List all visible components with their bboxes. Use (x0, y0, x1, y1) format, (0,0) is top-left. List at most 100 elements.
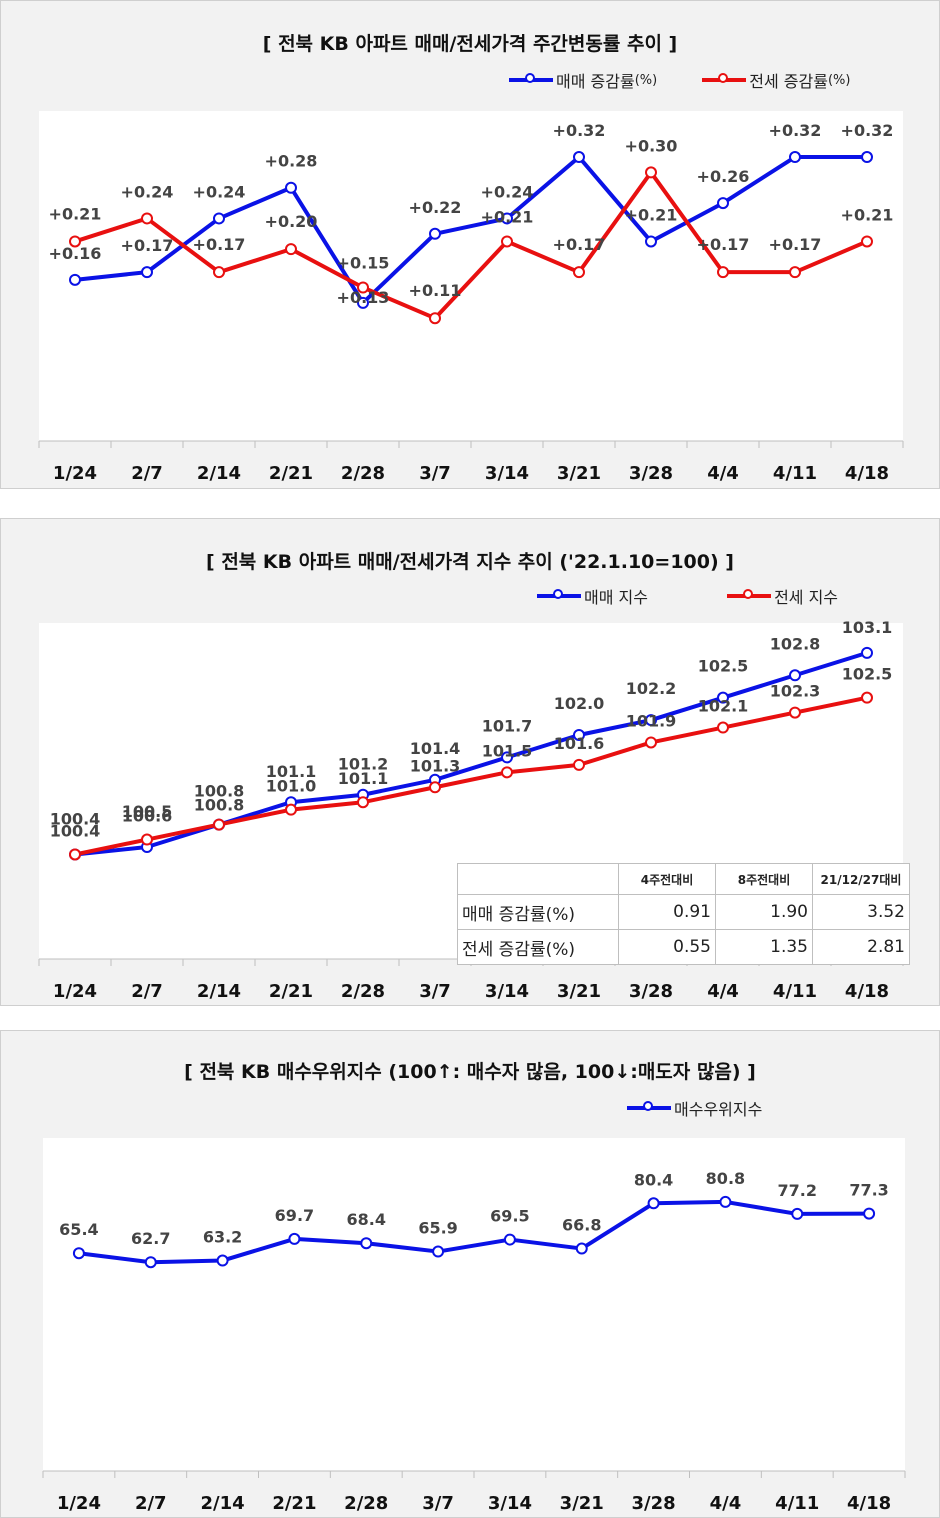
x-tick-label: 3/14 (485, 981, 529, 1002)
data-label: +0.15 (337, 254, 390, 273)
summary-cell: 3.52 (812, 894, 910, 930)
data-label: 102.5 (698, 657, 749, 676)
summary-header-8weeks: 8주전대비 (715, 863, 813, 895)
data-point (719, 1195, 732, 1208)
data-label: 102.2 (626, 679, 677, 698)
chart2-title: [ 전북 KB 아파트 매매/전세가격 지수 추이 ('22.1.10=100)… (206, 551, 734, 573)
data-point (141, 266, 153, 279)
data-label: +0.21 (625, 205, 678, 224)
summary-table-corner (457, 863, 619, 895)
series-line-1 (78, 1199, 870, 1265)
x-tick-label: 2/28 (344, 1493, 388, 1514)
data-point (717, 691, 729, 704)
x-tick-label: 2/21 (269, 463, 313, 484)
x-tick-label: 3/14 (485, 463, 529, 484)
data-point (429, 781, 441, 794)
price-index-chart-panel: [ 전북 KB 아파트 매매/전세가격 지수 추이 ('22.1.10=100)… (0, 518, 940, 1006)
series-line-1 (74, 155, 867, 305)
data-label: +0.13 (337, 288, 390, 307)
x-tick-label: 2/14 (201, 1493, 245, 1514)
data-label: 101.3 (410, 756, 461, 775)
summary-cell: 1.90 (715, 894, 813, 930)
data-point (357, 281, 369, 294)
data-label: +0.21 (49, 204, 102, 223)
x-tick-label: 4/11 (775, 1493, 819, 1514)
data-point (216, 1254, 229, 1267)
data-point (863, 1207, 876, 1220)
data-point (501, 751, 513, 764)
data-label: 100.8 (194, 782, 245, 801)
data-label: +0.17 (121, 236, 174, 255)
data-label: +0.24 (193, 182, 246, 201)
x-tick-label: 2/28 (341, 463, 385, 484)
data-point (213, 818, 225, 831)
data-label: +0.26 (697, 167, 750, 186)
data-point (789, 706, 801, 719)
series-line-2 (74, 695, 868, 857)
x-tick-label: 3/7 (419, 981, 451, 1002)
data-point (501, 235, 513, 248)
x-tick-label: 2/21 (272, 1493, 316, 1514)
summary-cell: 2.81 (812, 929, 910, 965)
x-tick-label: 4/11 (773, 463, 817, 484)
summary-row-jeonse: 전세 증감률(%) 0.55 1.35 2.81 (457, 929, 910, 965)
legend-buyer-index-line-icon (627, 1101, 671, 1111)
data-label: +0.17 (769, 235, 822, 254)
data-point (141, 212, 153, 225)
summary-cell: 0.91 (618, 894, 716, 930)
data-point (645, 235, 657, 248)
data-label: 101.5 (482, 741, 533, 760)
data-label: 102.8 (770, 634, 821, 653)
data-label: +0.22 (409, 198, 462, 217)
data-label: 77.2 (778, 1181, 817, 1200)
data-point (789, 669, 801, 682)
data-point (645, 166, 657, 179)
data-point (69, 235, 81, 248)
data-point (861, 691, 873, 704)
legend-sale-index: 매매 지수 (537, 584, 648, 608)
data-point (69, 273, 81, 286)
data-label: 100.4 (50, 809, 101, 828)
data-label: 101.1 (266, 762, 317, 781)
data-label: 102.3 (770, 682, 821, 701)
x-tick-label: 2/14 (197, 981, 241, 1002)
data-label: 69.5 (490, 1207, 529, 1226)
data-point (647, 1197, 660, 1210)
x-tick-label: 3/21 (557, 463, 601, 484)
x-tick-label: 3/14 (488, 1493, 532, 1514)
data-point (789, 151, 801, 164)
legend-sale-change-label: 매매 증감률 (556, 72, 635, 91)
legend-sale-line-icon (509, 73, 553, 83)
chart1-title: [ 전북 KB 아파트 매매/전세가격 주간변동률 추이 ] (262, 33, 678, 55)
legend-buyer-index-label: 매수우위지수 (674, 1100, 763, 1119)
weekly-change-chart-panel: [ 전북 KB 아파트 매매/전세가격 주간변동률 추이 ] 매매 증감률 (%)… (0, 0, 940, 489)
summary-cell: 0.55 (618, 929, 716, 965)
x-tick-label: 4/11 (773, 981, 817, 1002)
data-point (717, 721, 729, 734)
x-tick-label: 3/21 (557, 981, 601, 1002)
data-point (429, 227, 441, 240)
data-label: +0.11 (409, 281, 462, 300)
series-line-2 (74, 170, 868, 321)
buyer-dominance-chart-panel: [ 전북 KB 매수우위지수 (100↑: 매수자 많음, 100↓:매도자 많… (0, 1030, 940, 1518)
data-label: 100.5 (122, 802, 173, 821)
data-point (645, 736, 657, 749)
x-tick-label: 3/21 (560, 1493, 604, 1514)
chart1-legend: 매매 증감률 (%) 전세 증감률 (%) (509, 67, 890, 92)
data-label: 103.1 (842, 618, 893, 637)
x-tick-label: 3/28 (629, 981, 673, 1002)
legend-sale-change: 매매 증감률 (%) (509, 68, 657, 92)
summary-row-jeonse-label: 전세 증감률(%) (457, 929, 619, 965)
data-point (144, 1256, 157, 1269)
plot-area (39, 111, 903, 441)
data-label: 77.3 (849, 1181, 888, 1200)
data-label: 102.1 (698, 697, 749, 716)
legend-jeonse-line-icon (702, 73, 747, 83)
x-tick-label: 1/24 (53, 981, 97, 1002)
x-tick-label: 4/4 (707, 981, 739, 1002)
data-point (573, 266, 585, 279)
weekly-change-plot: 1/24 2/7 2/14 2/21 2/28 3/7 3/14 3/21 3/28 4/4 4/1… (38, 111, 904, 484)
x-tick-label: 3/7 (422, 1493, 454, 1514)
data-point (429, 312, 441, 325)
data-label: +0.20 (265, 212, 318, 231)
